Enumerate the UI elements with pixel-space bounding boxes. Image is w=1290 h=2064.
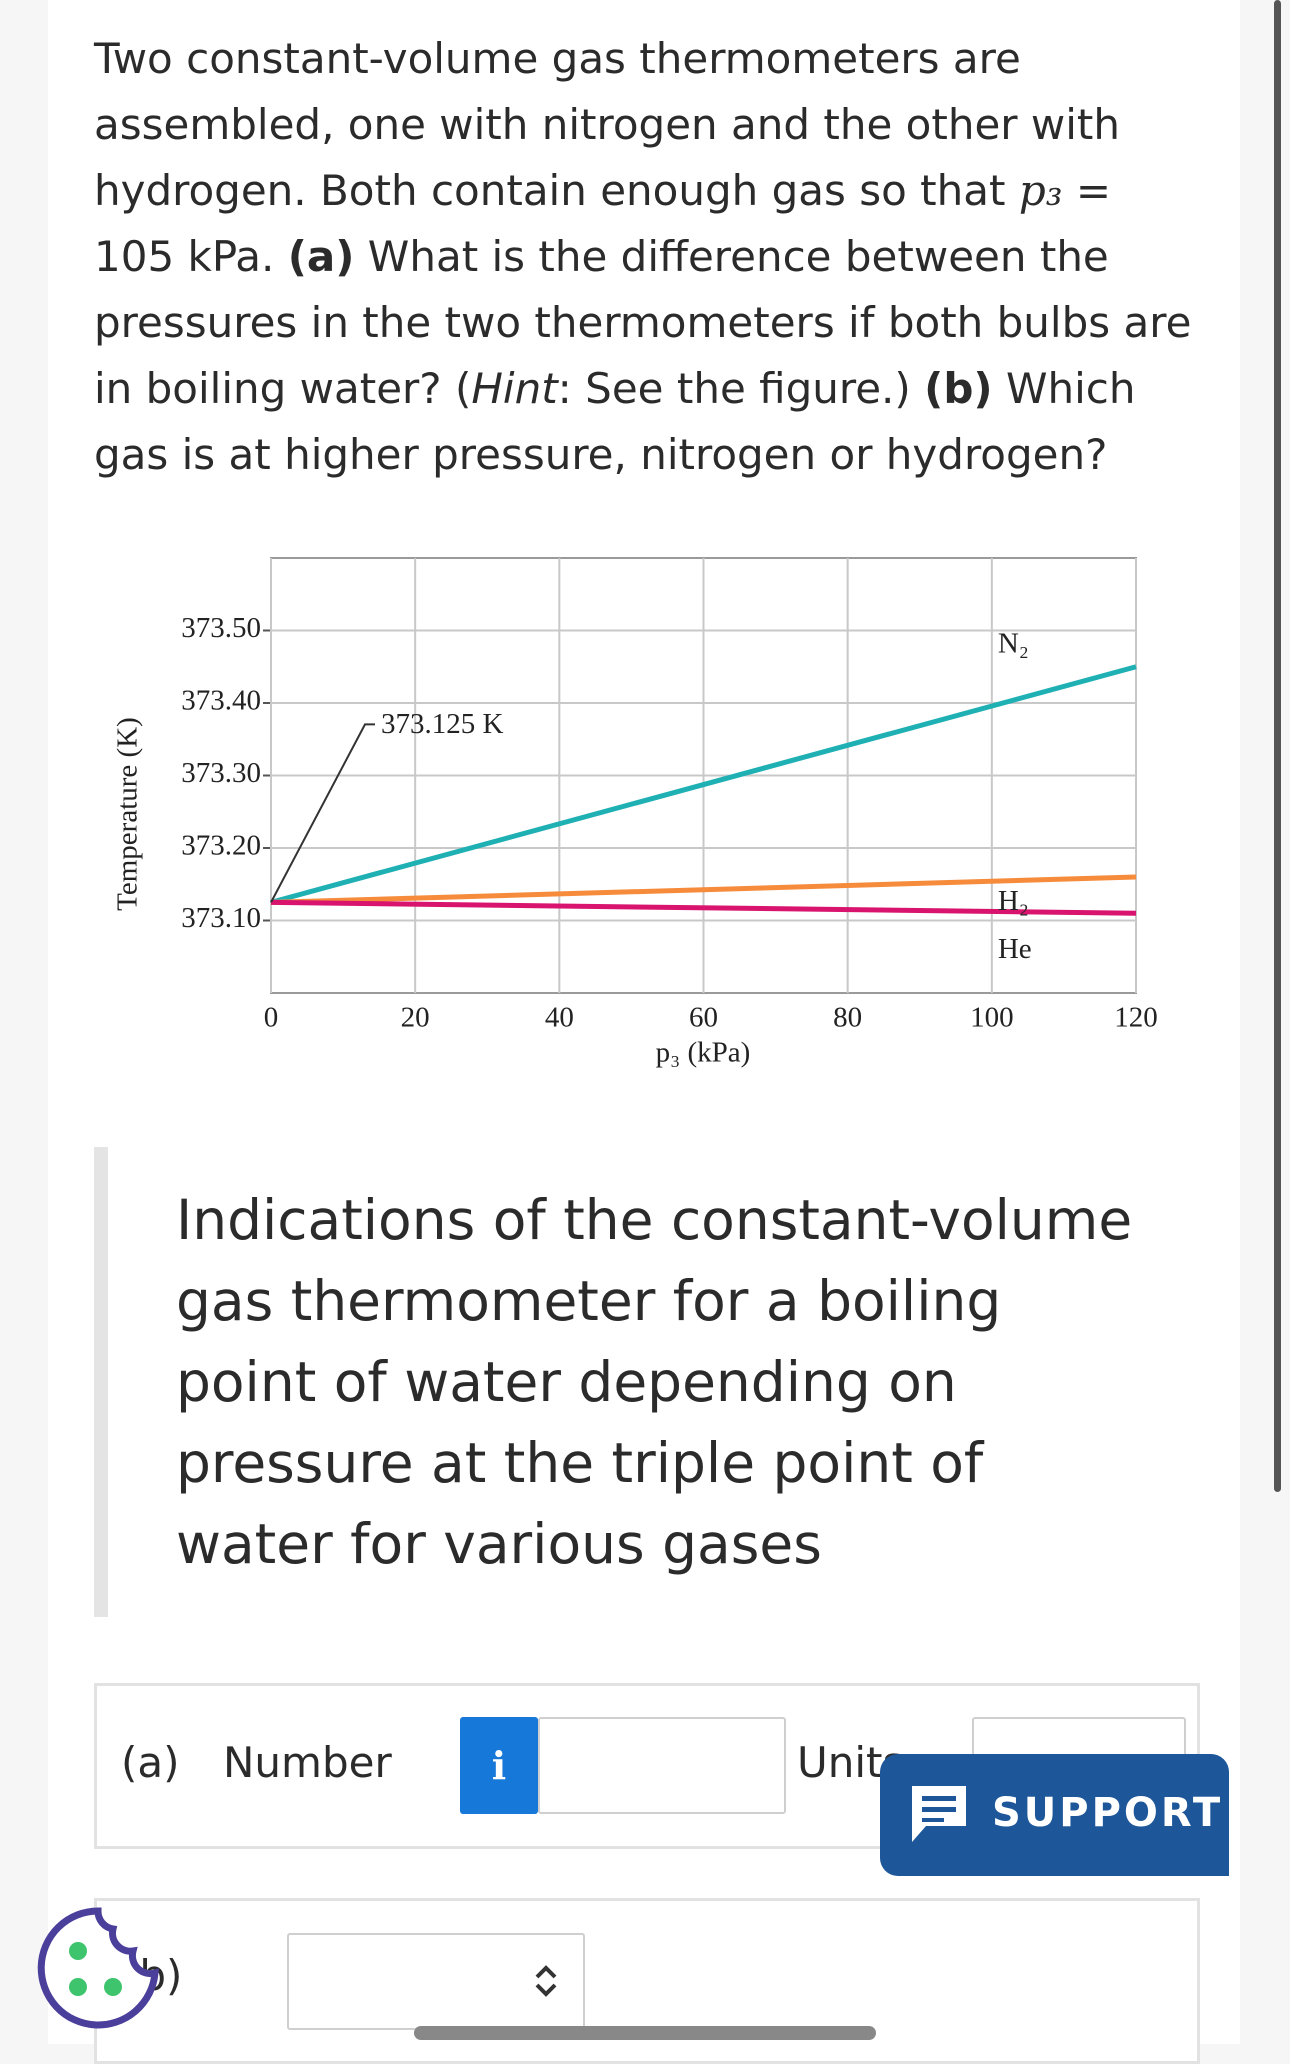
part-label: (a) (287, 232, 355, 281)
question-text: : See the figure.) (557, 364, 925, 413)
series-line (270, 899, 1137, 916)
answer-select[interactable] (287, 1933, 585, 2030)
question-text: Two constant-volume gas thermometers are… (94, 26, 1204, 488)
y-tick-label: 373.20 (181, 830, 261, 862)
annotation: 373.125 K (381, 708, 504, 740)
part-label: (a) (121, 1738, 180, 1787)
symbol: p₃ (1018, 166, 1063, 215)
select-arrows (535, 1965, 557, 1997)
info-button[interactable]: i (460, 1717, 538, 1814)
x-tick-label: 120 (1114, 1002, 1158, 1034)
scrollbar (1274, 0, 1281, 1492)
y-tick-label: 373.50 (181, 612, 261, 644)
x-axis-label: p₃ (kPa) (656, 1037, 751, 1069)
y-axis-label: Temperature (K) (112, 717, 144, 911)
hint-label: Hint (471, 364, 558, 413)
y-tick-label: 373.10 (181, 902, 261, 934)
x-tick-label: 20 (401, 1002, 430, 1034)
number-label: Number (223, 1738, 392, 1787)
question-text: = 105 kPa. (94, 166, 1112, 281)
x-tick-label: 40 (545, 1002, 574, 1034)
part-label: (b) (924, 364, 993, 413)
y-tick-label: 373.30 (181, 757, 261, 789)
caption-bar (94, 1147, 108, 1617)
series-label: H₂ (998, 885, 1029, 917)
support-button[interactable]: SUPPORT (880, 1754, 1229, 1876)
series-label: He (998, 933, 1032, 965)
x-tick-label: 60 (689, 1002, 718, 1034)
cookie-icon[interactable] (33, 1903, 163, 2033)
x-tick-label: 0 (264, 1002, 279, 1034)
home-indicator (414, 2026, 876, 2040)
annotation-leader (270, 723, 375, 903)
support-icon (912, 1786, 966, 1842)
series-label: N₂ (998, 628, 1029, 660)
x-tick-label: 80 (833, 1002, 862, 1034)
figure-caption: Indications of the constant-volume gas t… (176, 1188, 1133, 1576)
x-tick-label: 100 (970, 1002, 1014, 1034)
support-label: SUPPORT (992, 1790, 1224, 1836)
question-text: Two constant-volume gas thermometers are… (94, 34, 1121, 215)
question-text: What is the difference between the press… (94, 232, 1192, 413)
number-input[interactable] (538, 1717, 786, 1814)
question-text: Which gas is at higher pressure, nitroge… (94, 364, 1136, 479)
chart: Temperature (K) p₃ (kPa) 373.10 373.20 373… (112, 557, 1158, 1069)
series-line (270, 874, 1137, 905)
y-tick-label: 373.40 (181, 685, 261, 717)
series-line (270, 664, 1137, 905)
